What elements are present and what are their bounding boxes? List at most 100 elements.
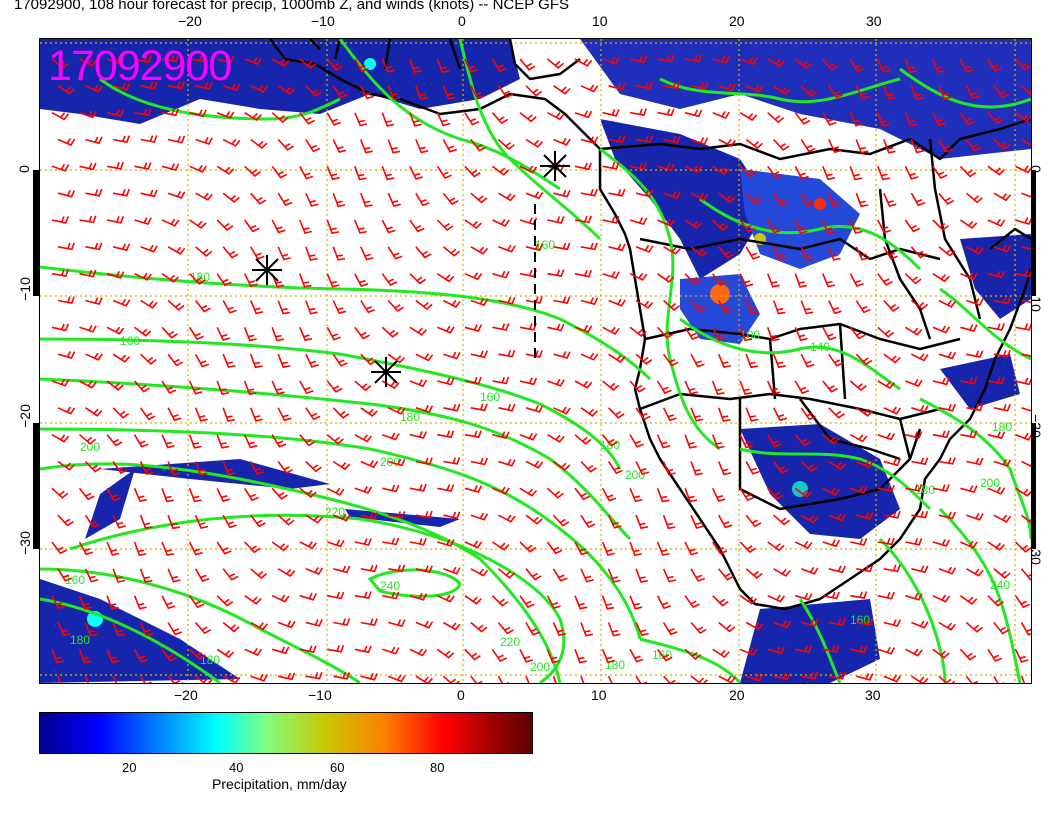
- wind-barb: [250, 84, 269, 93]
- wind-barb: [327, 539, 345, 548]
- wind-barb: [1021, 514, 1031, 524]
- wind-barb: [492, 270, 510, 279]
- contour-line: [639, 637, 742, 683]
- wind-barb: [794, 273, 808, 288]
- wind-barb: [849, 58, 865, 73]
- wind-barb: [332, 300, 347, 315]
- precip-core: [792, 481, 808, 497]
- wind-barb: [464, 485, 483, 493]
- wind-barb: [189, 164, 207, 173]
- wind-barb: [553, 296, 571, 305]
- wind-barb: [883, 246, 898, 260]
- wind-barb: [1015, 432, 1031, 441]
- wind-barb: [382, 591, 400, 600]
- wind-barb: [883, 406, 902, 415]
- wind-barb: [773, 620, 792, 629]
- wind-barb: [635, 622, 649, 637]
- wind-barb: [690, 353, 705, 368]
- wind-barb: [745, 514, 762, 528]
- wind-barb: [305, 192, 319, 207]
- wind-barb: [850, 645, 868, 654]
- wind-barb: [470, 139, 486, 152]
- wind-barb: [822, 591, 840, 600]
- wind-barb: [470, 192, 488, 204]
- wind-barb: [767, 112, 785, 124]
- wind-barb: [188, 380, 203, 395]
- wind-barb: [222, 138, 241, 147]
- wind-barb: [161, 595, 176, 610]
- wind-barb: [965, 192, 983, 204]
- wind-barb: [140, 81, 158, 90]
- wind-barb: [602, 326, 620, 335]
- wind-barb: [85, 84, 103, 93]
- wind-barb: [326, 219, 340, 235]
- map-panel[interactable]: 180 160 160 180 180 200 200 200 220 220 …: [39, 38, 1032, 684]
- wind-barb: [690, 137, 709, 146]
- wind-barb: [139, 622, 154, 637]
- contour-line: [919, 397, 1031, 540]
- wind-barb: [354, 591, 372, 600]
- wind-barb: [739, 327, 753, 342]
- contour-line: [40, 567, 361, 683]
- bottom-x-tick: 10: [591, 687, 607, 703]
- precip-region: [740, 599, 880, 683]
- wind-barb: [663, 246, 681, 255]
- wind-barb: [51, 649, 65, 664]
- wind-barb: [167, 514, 180, 530]
- wind-barb: [690, 568, 706, 582]
- wind-barb: [966, 512, 984, 521]
- wind-barb: [883, 299, 900, 312]
- wind-barb: [690, 675, 708, 683]
- wind-barb: [547, 378, 565, 387]
- wind-barb: [552, 568, 568, 582]
- wind-barb: [464, 324, 483, 332]
- wind-barb: [381, 273, 398, 287]
- wind-barb: [222, 83, 241, 92]
- wind-barb: [243, 273, 258, 288]
- wind-barb: [1021, 353, 1031, 357]
- wind-barb: [188, 541, 203, 556]
- wind-barb: [333, 672, 351, 680]
- wind-barb: [51, 58, 69, 70]
- wind-barb: [800, 353, 815, 368]
- wind-barb: [656, 488, 670, 503]
- wind-barb: [877, 273, 893, 286]
- wind-barb: [497, 85, 514, 99]
- wind-barb: [828, 513, 847, 522]
- coastline: [508, 39, 581, 81]
- wind-barb: [167, 190, 186, 199]
- precip-region: [85, 469, 135, 539]
- wind-barb: [332, 85, 348, 99]
- wind-barb: [194, 621, 212, 635]
- wind-barb: [133, 380, 151, 393]
- wind-barb: [773, 85, 791, 96]
- wind-barb: [656, 595, 671, 610]
- wind-barb: [745, 300, 759, 315]
- wind-barb: [767, 58, 785, 68]
- wind-barb: [745, 138, 763, 150]
- wind-barb: [993, 622, 1010, 635]
- wind-barb: [712, 110, 730, 119]
- wind-barb: [140, 189, 158, 198]
- wind-barb: [216, 110, 235, 119]
- precip-region: [40, 39, 520, 124]
- wind-barb: [767, 646, 785, 655]
- wind-barb: [822, 273, 836, 288]
- wind-barb: [856, 673, 874, 681]
- wind-barb: [911, 353, 929, 362]
- wind-barb: [553, 406, 571, 415]
- wind-barb: [800, 460, 818, 473]
- wind-barb: [161, 648, 177, 662]
- wind-barb: [684, 541, 699, 556]
- wind-barb: [497, 621, 514, 635]
- wind-barb: [332, 192, 346, 208]
- wind-barb: [326, 326, 341, 341]
- wind-barb: [388, 564, 406, 573]
- wind-barb: [519, 595, 535, 609]
- wind-barb: [305, 246, 318, 261]
- wind-barb: [883, 674, 902, 683]
- wind-barb: [601, 648, 615, 664]
- wind-barb: [360, 618, 378, 627]
- wind-barb: [250, 192, 267, 205]
- wind-barb: [305, 407, 321, 421]
